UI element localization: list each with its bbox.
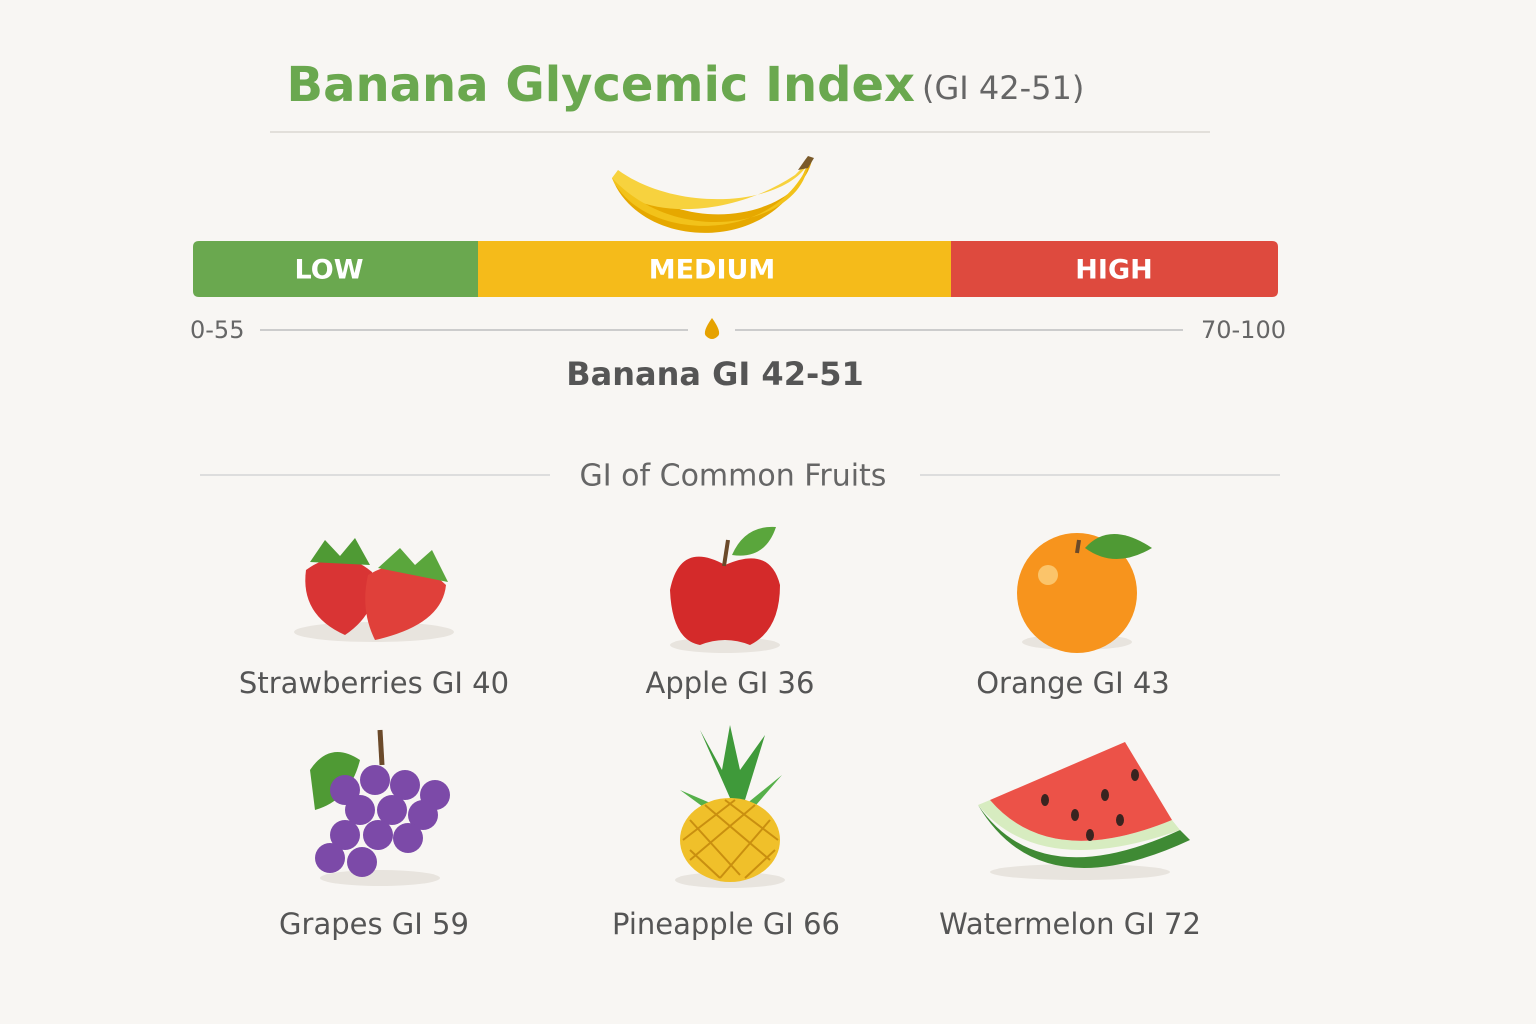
segment-label: LOW — [295, 255, 364, 286]
strawberry — [305, 557, 375, 635]
high-segment — [951, 241, 1278, 297]
grape — [315, 843, 345, 873]
banana-stem — [798, 156, 814, 170]
seed — [1116, 814, 1124, 826]
shadow — [990, 864, 1170, 880]
strawberry-leaves — [310, 538, 370, 565]
fruit-label: Orange GI 43 — [976, 666, 1170, 700]
seed — [1131, 769, 1139, 781]
marker-label: Banana GI 42-51 — [566, 355, 864, 393]
watermelon-icon — [978, 742, 1190, 880]
strawberries-icon — [294, 538, 454, 642]
low-segment — [193, 241, 478, 297]
watermelon-flesh — [990, 742, 1172, 841]
watermelon-pith — [978, 800, 1180, 850]
seed — [1086, 829, 1094, 841]
pineapple-body — [680, 798, 780, 882]
high-range: 70-100 — [1201, 316, 1286, 344]
fruit-label: Apple GI 36 — [646, 666, 815, 700]
section-title: GI of Common Fruits — [580, 459, 887, 494]
seed — [1041, 794, 1049, 806]
orange-stem — [1075, 539, 1081, 554]
medium-segment — [478, 241, 951, 297]
watermelon-seeds — [1041, 769, 1139, 841]
grape — [408, 800, 438, 830]
fruit-label: Pineapple GI 66 — [612, 907, 840, 941]
pineapple-icon — [675, 725, 785, 888]
banana-marker — [704, 318, 720, 339]
grape — [345, 795, 375, 825]
orange-highlight — [1038, 565, 1058, 585]
grapes-icon — [310, 729, 450, 886]
low-range: 0-55 — [190, 316, 244, 344]
pineapple-crown — [700, 725, 765, 800]
seed — [1071, 809, 1079, 821]
gi-scale: LOW MEDIUM HIGH — [193, 241, 1278, 297]
shadow — [320, 870, 440, 886]
fruit-label: Strawberries GI 40 — [239, 666, 509, 700]
banana-icon — [612, 156, 814, 233]
pineapple-leaves — [680, 775, 782, 812]
orange-leaf — [1085, 534, 1152, 559]
watermelon-rind — [978, 805, 1190, 868]
apple-stem — [722, 539, 730, 567]
fruit-label: Watermelon GI 72 — [939, 907, 1201, 941]
grape — [393, 823, 423, 853]
apple — [670, 556, 780, 645]
banana-body — [612, 160, 810, 210]
grape — [390, 770, 420, 800]
strawberry — [365, 564, 446, 640]
grape-stem — [377, 729, 385, 766]
segment-label: HIGH — [1075, 255, 1152, 286]
title: Banana Glycemic Index — [287, 57, 916, 113]
strawberry-leaves — [378, 548, 448, 582]
grape — [347, 847, 377, 877]
grape — [363, 820, 393, 850]
fruit-label: Grapes GI 59 — [279, 907, 469, 941]
segment-label: MEDIUM — [649, 255, 776, 286]
apple-icon — [670, 526, 780, 653]
orange — [1017, 533, 1137, 653]
grape — [360, 765, 390, 795]
orange-icon — [1017, 533, 1152, 653]
grape — [377, 795, 407, 825]
seed — [1101, 789, 1109, 801]
grape — [330, 820, 360, 850]
apple-leaf — [732, 526, 776, 556]
pineapple-pattern — [682, 799, 779, 879]
subtitle: (GI 42-51) — [922, 69, 1084, 107]
